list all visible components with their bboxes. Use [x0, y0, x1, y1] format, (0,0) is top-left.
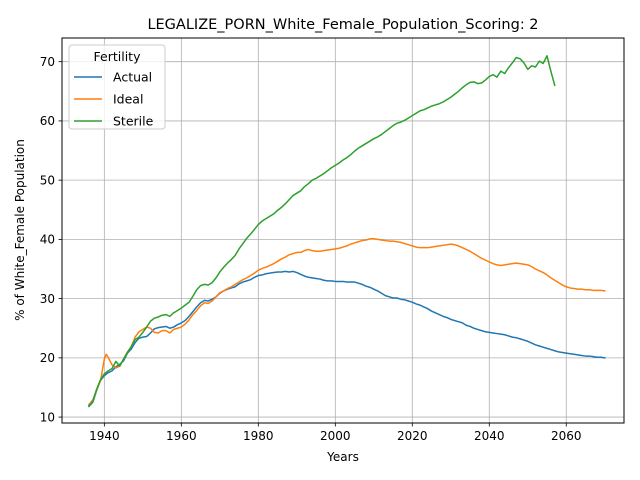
y-tick-label: 40 [40, 233, 55, 247]
y-tick-label: 50 [40, 173, 55, 187]
series-line-ideal [87, 238, 606, 406]
y-axis-label: % of White_Female Population [13, 139, 27, 321]
y-tick-label: 60 [40, 114, 55, 128]
y-axis-ticks: 10 20 30 40 50 60 70 [40, 55, 62, 424]
x-tick-label: 1940 [89, 429, 120, 443]
series-lines [87, 55, 606, 408]
legend-label-actual: Actual [113, 70, 152, 85]
series-line-actual [87, 270, 606, 408]
x-tick-label: 2020 [397, 429, 428, 443]
legend: Fertility Actual Ideal Sterile [68, 44, 166, 130]
chart-title: LEGALIZE_PORN_White_Female_Population_Sc… [147, 17, 538, 33]
series-line-sterile [87, 55, 556, 407]
x-tick-label: 1960 [166, 429, 197, 443]
legend-title: Fertility [94, 49, 142, 64]
legend-label-sterile: Sterile [113, 114, 154, 129]
y-tick-label: 70 [40, 55, 55, 69]
y-tick-label: 20 [40, 351, 55, 365]
x-tick-label: 2000 [320, 429, 351, 443]
x-tick-label: 2060 [551, 429, 582, 443]
grid [62, 38, 624, 423]
plot-frame [61, 37, 625, 424]
y-tick-label: 10 [40, 410, 55, 424]
y-tick-label: 30 [40, 292, 55, 306]
legend-box [68, 44, 166, 130]
legend-label-ideal: Ideal [113, 92, 143, 107]
x-tick-label: 1980 [243, 429, 274, 443]
x-axis-label: Years [326, 450, 359, 464]
x-tick-label: 2040 [474, 429, 505, 443]
x-axis-ticks: 1940 1960 1980 2000 2020 2040 2060 [89, 423, 582, 443]
